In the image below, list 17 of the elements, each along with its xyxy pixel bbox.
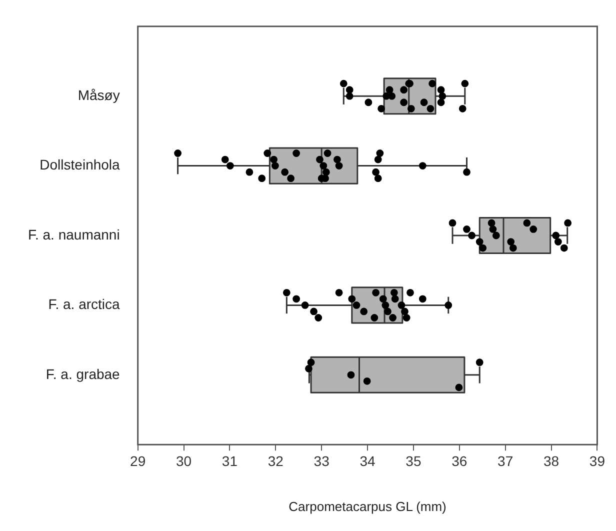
- x-tick-label: 36: [452, 452, 468, 469]
- x-axis-title: Carpometacarpus GL (mm): [288, 498, 446, 514]
- x-tick-label: 39: [589, 452, 606, 469]
- x-tick-label: 32: [268, 452, 284, 469]
- x-tick-label: 29: [130, 452, 146, 469]
- y-tick-label: Måsøy: [78, 86, 120, 103]
- y-tick-label: F. a. arctica: [48, 296, 120, 312]
- x-tick-label: 38: [543, 452, 560, 469]
- y-tick-label: F. a. naumanni: [28, 226, 120, 242]
- y-tick-label: F. a. grabae: [46, 366, 120, 382]
- y-tick-label: Dollsteinhola: [40, 156, 120, 173]
- x-tick-label: 37: [498, 452, 514, 469]
- x-tick-label: 35: [406, 452, 422, 469]
- x-tick-label: 34: [360, 452, 376, 469]
- x-tick-label: 31: [222, 452, 238, 469]
- x-tick-label: 30: [176, 452, 192, 469]
- x-tick-label: 33: [314, 452, 330, 469]
